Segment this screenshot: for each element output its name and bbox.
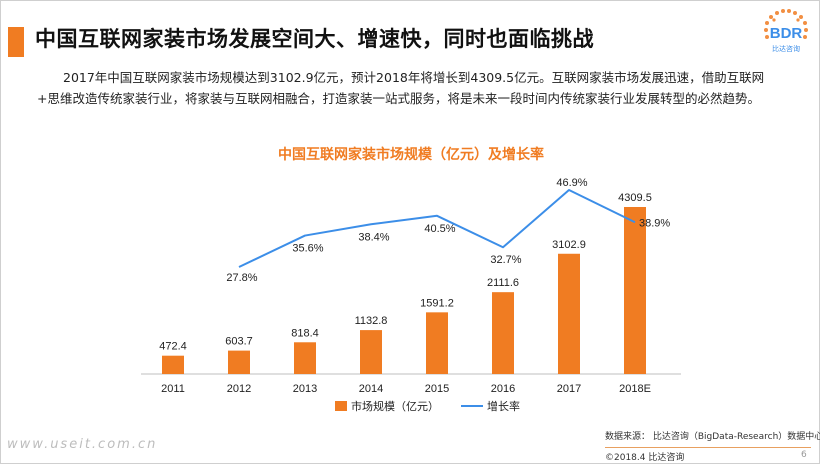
market-size-chart: 中国互联网家装市场规模（亿元）及增长率 472.4 603.7 818.4 1132.… — [141, 146, 681, 413]
x-tick-2013: 2013 — [293, 383, 317, 395]
bar-2014 — [360, 330, 382, 374]
growth-line — [238, 189, 636, 268]
legend-bar-swatch — [335, 401, 347, 411]
line-label-2014: 38.4% — [358, 231, 389, 243]
legend: 市场规模（亿元） 增长率 — [335, 399, 520, 413]
logo-subtext: 比达咨询 — [772, 44, 800, 53]
line-label-2012: 27.8% — [226, 272, 257, 284]
bar-label-2013: 818.4 — [291, 327, 319, 339]
bar-2011 — [162, 355, 184, 374]
bar-label-2017: 3102.9 — [552, 239, 586, 251]
x-tick-2015: 2015 — [425, 383, 449, 395]
legend-line-label: 增长率 — [487, 399, 520, 413]
data-source: 数据来源： 比达咨询（BigData-Research）数据中心 — [605, 432, 820, 442]
x-tick-2016: 2016 — [491, 383, 515, 395]
line-label-2017: 46.9% — [556, 177, 587, 189]
bar-label-2012: 603.7 — [225, 336, 253, 348]
intro-paragraph: 2017年中国互联网家装市场规模达到3102.9亿元，预计2018年将增长到43… — [37, 70, 765, 106]
legend-bar-label: 市场规模（亿元） — [351, 399, 439, 413]
chart-title: 中国互联网家装市场规模（亿元）及增长率 — [278, 146, 544, 163]
bar-value-labels: 472.4 603.7 818.4 1132.8 1591.2 2111.6 3102.9 4… — [159, 192, 652, 353]
page-title: 中国互联网家装市场发展空间大、增速快，同时也面临挑战 — [35, 27, 594, 51]
line-label-2016: 32.7% — [490, 254, 521, 266]
footer-divider — [605, 447, 811, 448]
bar-label-2016: 2111.6 — [487, 277, 519, 289]
bar-label-2018E: 4309.5 — [618, 192, 652, 204]
bar-2013 — [294, 342, 316, 374]
bar-series — [162, 207, 646, 374]
logo-text: BDR — [770, 25, 803, 42]
bar-2016 — [492, 292, 514, 374]
page-number: 6 — [801, 450, 807, 460]
bar-2012 — [228, 350, 250, 374]
growth-line-series: 27.8% 35.6% 38.4% 40.5% 32.7% 46.9% 38.9% — [226, 177, 670, 284]
bar-2017 — [558, 253, 580, 374]
line-label-2013: 35.6% — [292, 243, 323, 255]
bdr-logo: BDR 比达咨询 — [764, 9, 808, 53]
bar-label-2015: 1591.2 — [420, 297, 454, 309]
x-tick-2017: 2017 — [557, 383, 581, 395]
bar-2015 — [426, 312, 448, 374]
x-tick-labels: 2011 2012 2013 2014 2015 2016 2017 2018E — [161, 383, 651, 395]
line-label-2018E: 38.9% — [639, 217, 670, 229]
line-label-2015: 40.5% — [424, 223, 455, 235]
x-tick-2014: 2014 — [359, 383, 383, 395]
logo-dots — [764, 9, 808, 39]
bar-2018E — [624, 207, 646, 374]
watermark: www.useit.com.cn — [7, 437, 158, 452]
copyright: ©2018.4 比达咨询 — [605, 453, 685, 463]
title-accent-bar — [8, 27, 24, 57]
x-tick-2011: 2011 — [161, 383, 185, 395]
bar-label-2014: 1132.8 — [355, 315, 388, 327]
bar-label-2011: 472.4 — [159, 341, 187, 353]
x-tick-2018E: 2018E — [619, 383, 651, 395]
x-tick-2012: 2012 — [227, 383, 251, 395]
